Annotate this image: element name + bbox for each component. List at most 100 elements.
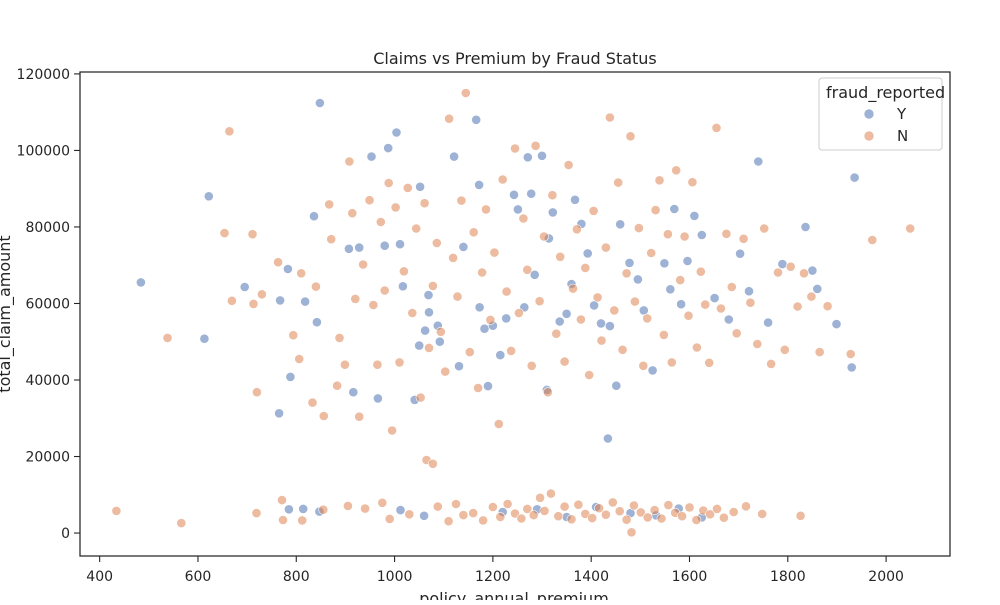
point-n-144 — [522, 503, 533, 514]
point-n-12 — [277, 495, 287, 505]
point-n-68 — [518, 213, 529, 224]
point-y-23 — [395, 239, 405, 250]
point-y-63 — [605, 321, 615, 331]
point-n-22 — [332, 380, 342, 391]
y-axis-ticks: 0 20000 40000 60000 80000 100000 120000 — [17, 67, 80, 542]
point-y-20 — [379, 240, 390, 251]
point-y-16 — [348, 387, 359, 398]
point-n-115 — [716, 303, 726, 314]
point-n-47 — [431, 238, 442, 248]
point-y-79 — [723, 314, 734, 325]
point-n-185 — [404, 509, 415, 520]
point-n-34 — [379, 285, 390, 296]
point-n-29 — [358, 259, 368, 270]
point-y-83 — [763, 317, 773, 328]
point-n-92 — [617, 344, 628, 355]
point-n-14 — [288, 330, 299, 341]
point-n-70 — [526, 360, 537, 371]
point-n-182 — [360, 503, 370, 514]
y-tick-label-120000: 120000 — [17, 67, 70, 83]
point-y-11 — [309, 211, 319, 222]
point-n-129 — [806, 291, 817, 302]
point-n-1 — [162, 332, 173, 343]
point-n-175 — [741, 501, 751, 512]
point-y-29 — [423, 290, 434, 300]
point-n-83 — [580, 262, 591, 273]
point-y-91 — [395, 505, 406, 515]
legend-label-y: Y — [896, 105, 907, 123]
point-n-82 — [576, 314, 586, 325]
point-n-20 — [324, 199, 335, 210]
point-n-93 — [621, 268, 632, 279]
point-n-24 — [339, 359, 350, 370]
point-y-67 — [633, 274, 643, 285]
point-y-21 — [383, 143, 394, 153]
point-n-171 — [705, 509, 715, 520]
point-n-45 — [424, 342, 434, 353]
point-n-63 — [497, 174, 508, 185]
point-n-49 — [440, 366, 451, 377]
point-n-90 — [609, 305, 620, 316]
point-n-76 — [551, 328, 562, 339]
point-y-13 — [311, 317, 322, 328]
point-n-50 — [444, 113, 454, 124]
point-y-85 — [800, 222, 811, 232]
point-n-187 — [443, 516, 454, 527]
point-n-75 — [547, 190, 558, 201]
point-n-108 — [683, 310, 694, 321]
point-n-13 — [278, 515, 288, 525]
point-y-2 — [199, 333, 210, 344]
point-n-125 — [779, 344, 790, 355]
point-y-19 — [372, 393, 383, 404]
point-y-55 — [561, 308, 572, 319]
point-n-78 — [559, 356, 570, 367]
point-n-89 — [605, 112, 615, 123]
point-n-122 — [759, 223, 770, 234]
points-layer — [111, 88, 916, 538]
point-y-73 — [669, 204, 680, 214]
point-n-87 — [596, 335, 607, 346]
point-y-71 — [659, 258, 670, 269]
point-n-44 — [419, 198, 430, 209]
point-n-98 — [642, 313, 653, 324]
point-n-141 — [502, 499, 513, 509]
point-n-105 — [671, 165, 682, 176]
point-n-158 — [614, 506, 625, 517]
point-n-126 — [785, 261, 796, 272]
point-n-112 — [700, 299, 711, 310]
point-n-178 — [626, 527, 637, 538]
point-n-7 — [248, 298, 259, 309]
y-tick-label-80000: 80000 — [25, 220, 70, 236]
point-n-19 — [318, 411, 329, 421]
point-n-120 — [745, 297, 756, 308]
point-n-146 — [535, 492, 545, 503]
point-y-66 — [624, 257, 635, 268]
point-n-6 — [247, 229, 258, 240]
point-n-130 — [814, 347, 825, 357]
point-n-38 — [394, 357, 405, 368]
point-y-42 — [495, 350, 506, 360]
x-tick-label-1000: 1000 — [377, 569, 413, 585]
point-n-71 — [530, 140, 541, 151]
point-y-22 — [391, 127, 402, 138]
point-n-139 — [487, 502, 498, 512]
point-y-48 — [526, 188, 537, 199]
point-y-82 — [753, 156, 764, 167]
x-tick-label-1600: 1600 — [672, 569, 708, 585]
point-y-43 — [501, 313, 512, 324]
point-n-77 — [555, 251, 566, 262]
point-y-81 — [744, 286, 754, 297]
point-n-111 — [695, 266, 706, 277]
point-n-16 — [296, 268, 307, 279]
point-y-37 — [474, 179, 484, 190]
legend-title: fraud_reported — [826, 83, 945, 103]
point-y-45 — [513, 204, 523, 215]
point-y-15 — [343, 243, 354, 254]
point-n-103 — [663, 229, 673, 240]
point-n-0 — [111, 505, 122, 516]
point-n-11 — [273, 257, 283, 268]
y-tick-label-100000: 100000 — [17, 143, 70, 159]
point-n-61 — [489, 247, 500, 258]
point-y-78 — [709, 293, 720, 303]
